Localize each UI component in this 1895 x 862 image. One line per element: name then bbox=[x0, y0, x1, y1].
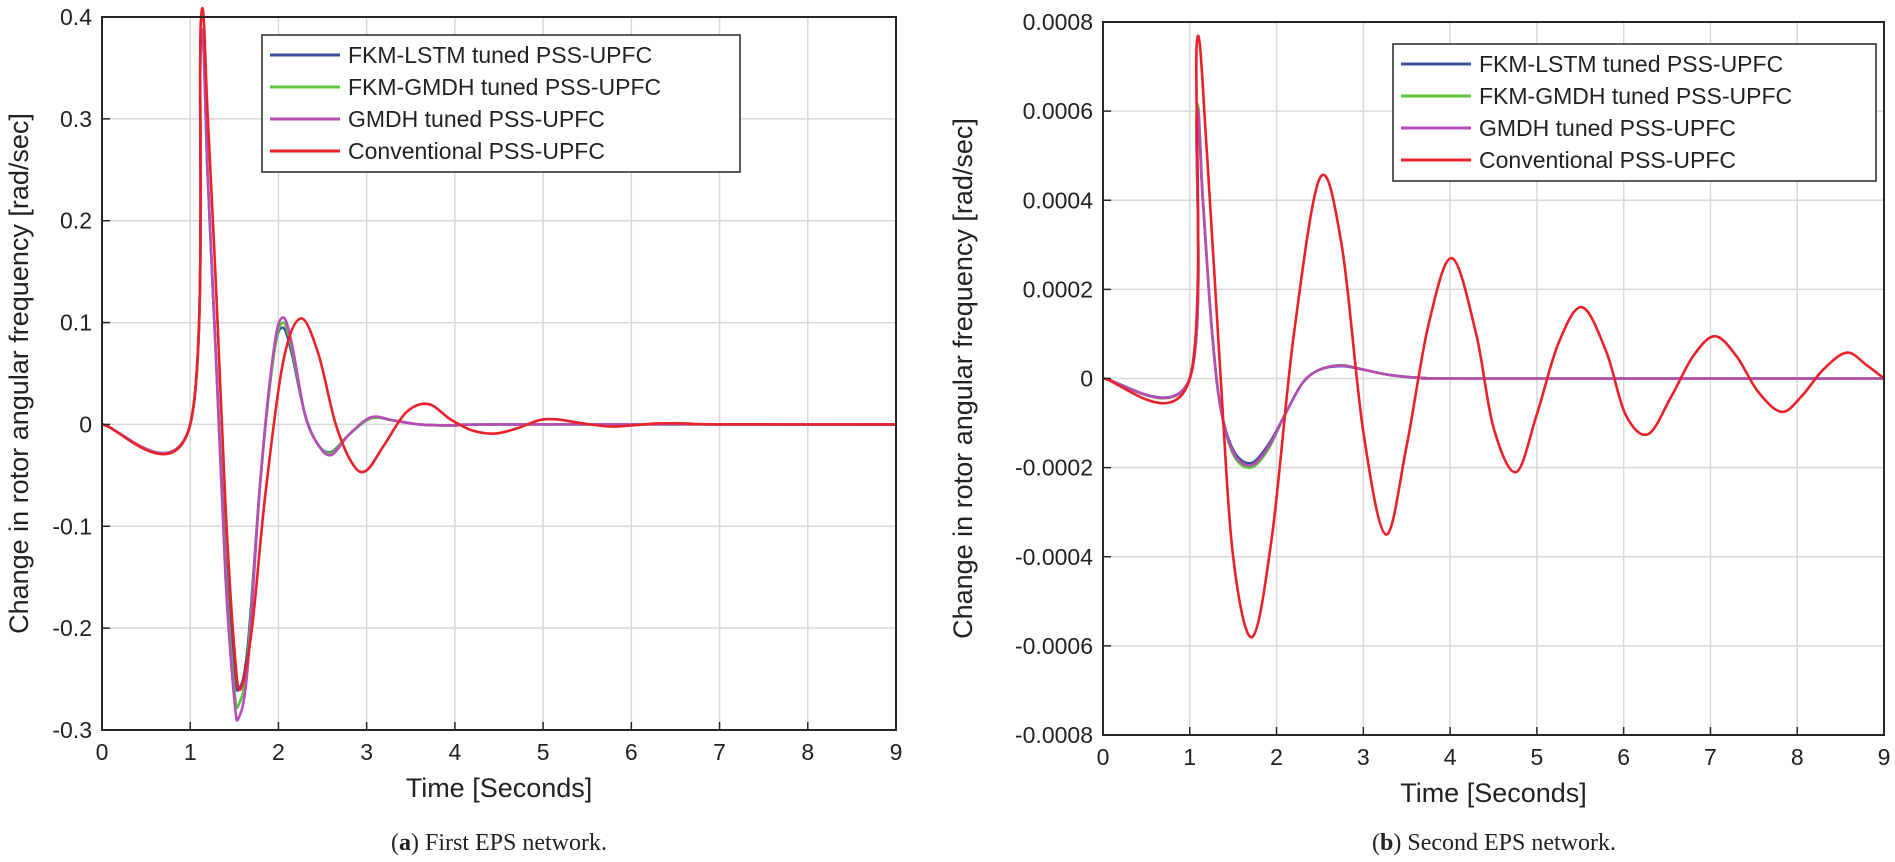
y-tick-label: 0.2 bbox=[60, 208, 92, 234]
y-tick-label: -0.0006 bbox=[1015, 633, 1093, 659]
y-axis-label: Change in rotor angular frequency [rad/s… bbox=[948, 118, 978, 639]
y-tick-label: 0.0006 bbox=[1023, 98, 1093, 124]
x-tick-label: 9 bbox=[1878, 744, 1891, 770]
caption-close-paren: ) bbox=[411, 830, 419, 856]
x-tick-label: 1 bbox=[1183, 744, 1196, 770]
figure-caption: (a) First EPS network. bbox=[391, 830, 607, 856]
legend-entry: Conventional PSS-UPFC bbox=[348, 138, 605, 164]
x-tick-label: 5 bbox=[1530, 744, 1543, 770]
series-line-3 bbox=[101, 6, 897, 692]
figure-caption: (b) Second EPS network. bbox=[1372, 830, 1616, 856]
chart-a: 0 1 2 3 4 5 6 7 8 9 -0.3 -0.2 -0.1 0 0.1 0.2 0.3 0.4 Time … bbox=[4, 4, 902, 856]
plot-frame bbox=[101, 16, 897, 731]
y-tick-label: -0.2 bbox=[52, 615, 92, 641]
legend-entry: GMDH tuned PSS-UPFC bbox=[1479, 115, 1736, 141]
x-axis-label: Time [Seconds] bbox=[1400, 778, 1587, 808]
caption-close-paren: ) bbox=[1393, 830, 1401, 856]
caption-text: First EPS network. bbox=[419, 830, 607, 856]
legend-entry: FKM-GMDH tuned PSS-UPFC bbox=[1479, 83, 1792, 109]
caption-open-paren: ( bbox=[391, 830, 399, 856]
legend-entry: FKM-LSTM tuned PSS-UPFC bbox=[1479, 51, 1783, 77]
x-tick-label: 8 bbox=[801, 739, 814, 765]
series-line-3 bbox=[1102, 34, 1885, 639]
x-tick-label: 3 bbox=[1357, 744, 1370, 770]
y-tick-label: 0.0002 bbox=[1023, 276, 1093, 302]
y-axis-label: Change in rotor angular frequency [rad/s… bbox=[4, 113, 34, 634]
y-tick-label: -0.3 bbox=[52, 717, 92, 743]
legend-box bbox=[1392, 43, 1877, 182]
y-tick-label: -0.0008 bbox=[1015, 722, 1093, 748]
y-tick-label: 0.3 bbox=[60, 106, 92, 132]
x-tick-label: 0 bbox=[1097, 744, 1110, 770]
x-tick-label: 6 bbox=[1617, 744, 1630, 770]
y-tick-label: 0.4 bbox=[60, 4, 92, 30]
x-tick-label: 9 bbox=[890, 739, 903, 765]
y-tick-label: 0.0004 bbox=[1023, 187, 1094, 213]
x-tick-label: 6 bbox=[625, 739, 638, 765]
x-tick-label: 8 bbox=[1791, 744, 1804, 770]
caption-text: Second EPS network. bbox=[1401, 830, 1616, 856]
series-line-2 bbox=[101, 28, 897, 722]
x-tick-label: 2 bbox=[272, 739, 285, 765]
y-tick-label: 0.0008 bbox=[1023, 9, 1093, 35]
legend-entry: GMDH tuned PSS-UPFC bbox=[348, 106, 605, 132]
y-tick-label: 0 bbox=[1080, 366, 1093, 392]
legend-entry: Conventional PSS-UPFC bbox=[1479, 147, 1736, 173]
x-tick-label: 0 bbox=[96, 739, 109, 765]
x-tick-label: 5 bbox=[537, 739, 550, 765]
legend-box bbox=[261, 34, 741, 173]
caption-letter: a bbox=[399, 830, 411, 856]
x-tick-label: 4 bbox=[1444, 744, 1457, 770]
x-tick-label: 7 bbox=[713, 739, 726, 765]
x-tick-label: 3 bbox=[360, 739, 373, 765]
y-tick-label: 0.1 bbox=[60, 310, 92, 336]
legend: FKM-LSTM tuned PSS-UPFC FKM-GMDH tuned PS… bbox=[1392, 43, 1877, 182]
y-tick-label: -0.0002 bbox=[1015, 455, 1093, 481]
y-tick-label: -0.0004 bbox=[1015, 544, 1093, 570]
caption-letter: b bbox=[1380, 830, 1393, 856]
x-axis-label: Time [Seconds] bbox=[406, 773, 593, 803]
legend: FKM-LSTM tuned PSS-UPFC FKM-GMDH tuned PS… bbox=[261, 34, 741, 173]
x-tick-label: 1 bbox=[184, 739, 197, 765]
x-tick-label: 4 bbox=[448, 739, 461, 765]
chart-b: 0 1 2 3 4 5 6 7 8 9 -0.0008 -0.0006 -0.0004 -0.0002 0 0… bbox=[948, 9, 1890, 856]
caption-open-paren: ( bbox=[1372, 830, 1380, 856]
legend-entry: FKM-GMDH tuned PSS-UPFC bbox=[348, 74, 661, 100]
x-tick-label: 2 bbox=[1270, 744, 1283, 770]
x-tick-label: 7 bbox=[1704, 744, 1717, 770]
y-tick-label: 0 bbox=[79, 411, 92, 437]
legend-entry: FKM-LSTM tuned PSS-UPFC bbox=[348, 42, 652, 68]
y-tick-label: -0.1 bbox=[52, 513, 92, 539]
